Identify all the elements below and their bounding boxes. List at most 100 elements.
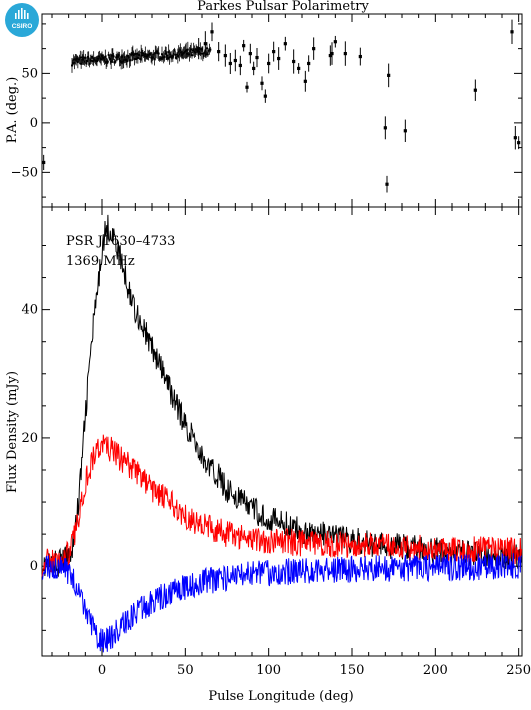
pa-band-point: [84, 56, 87, 59]
pa-band-point: [81, 56, 83, 59]
pa-band-point: [126, 54, 129, 57]
pa-band-point: [118, 58, 121, 61]
pa-band-point: [176, 55, 179, 58]
pa-band-point: [151, 56, 154, 59]
pa-point: [210, 30, 214, 34]
pa-band-point: [171, 55, 174, 58]
pa-band-point: [115, 56, 118, 59]
pa-y-axis: −50 0 50: [11, 23, 522, 198]
pa-point: [272, 50, 276, 54]
pa-band-point: [174, 53, 177, 56]
pa-band-point: [147, 54, 150, 57]
pa-band-point: [138, 53, 141, 56]
pa-band-point: [80, 62, 83, 65]
flux-series-line-1: [41, 434, 522, 577]
csiro-logo-text: CSIRO: [12, 23, 33, 30]
pa-band-point: [81, 58, 84, 61]
pa-point: [330, 51, 334, 56]
flux-ytick-label: 20: [21, 431, 38, 446]
pa-band-point: [112, 55, 115, 58]
pa-band-point: [172, 52, 175, 55]
pa-band-point: [153, 57, 156, 60]
pa-band-point: [169, 53, 172, 56]
pa-band-point: [96, 57, 99, 60]
pa-band-point: [129, 59, 132, 62]
flux-xtick-label: 50: [177, 663, 194, 678]
pa-band-point: [200, 52, 203, 55]
pa-band-point: [202, 55, 205, 58]
pa-band-point: [207, 49, 210, 52]
pa-band-point: [176, 53, 178, 56]
pa-ytick-label: −50: [11, 165, 38, 180]
pa-x-axis-ticks: [51, 14, 520, 207]
pa-band-point: [196, 50, 199, 53]
pa-band-point: [173, 49, 176, 52]
pa-band-point: [126, 60, 128, 63]
pa-band-point: [85, 62, 88, 65]
pa-band-point: [91, 60, 94, 63]
pa-band-point: [177, 50, 180, 53]
pa-band-point: [178, 53, 181, 56]
flux-series-line-2: [41, 552, 522, 653]
flux-panel-frame: [41, 206, 523, 657]
flux-series-line-0: [41, 214, 522, 580]
pa-point: [307, 61, 311, 66]
pa-point: [248, 51, 252, 56]
pa-band-point: [142, 54, 145, 57]
csiro-logo-circle: [5, 3, 39, 37]
pa-band-point: [71, 64, 73, 67]
pa-band-point: [82, 56, 85, 59]
pa-band-point: [76, 61, 79, 64]
flux-xtick-label: 0: [98, 663, 106, 678]
pa-band-point: [75, 58, 78, 61]
pa-band-point: [127, 56, 130, 59]
pa-point: [312, 47, 316, 51]
pa-point: [233, 58, 237, 63]
pa-band-point: [90, 59, 93, 62]
pa-point: [203, 42, 207, 46]
pa-point: [358, 54, 362, 59]
pa-band-point: [201, 48, 203, 51]
pa-band-point: [140, 51, 143, 54]
pa-band-point: [199, 48, 202, 51]
flux-y-axis: 0 20 40: [21, 244, 522, 631]
pa-point: [267, 61, 271, 66]
pa-band-point: [134, 52, 137, 55]
pa-band-point: [179, 49, 182, 52]
pa-band-point: [86, 55, 89, 58]
flux-ytick-label: 40: [21, 303, 38, 318]
pa-point: [238, 63, 242, 68]
pa-point: [385, 182, 389, 186]
pa-band-point: [108, 56, 111, 59]
pa-point: [473, 88, 477, 92]
pa-band-point: [206, 47, 208, 50]
pa-band-point: [149, 52, 152, 55]
pa-band-point: [146, 55, 148, 58]
pa-band-point: [87, 57, 90, 60]
pa-point: [263, 94, 267, 98]
pa-band-point: [175, 56, 178, 59]
pa-band-point: [181, 53, 183, 56]
flux-x-axis-label: Pulse Longitude (deg): [208, 689, 353, 704]
pa-band-point: [104, 55, 107, 58]
pa-band-point: [139, 58, 142, 61]
pa-band-point: [89, 58, 92, 61]
pa-band-point: [189, 50, 192, 53]
pa-band-point: [132, 53, 135, 56]
pa-band-point: [168, 56, 171, 59]
pa-point: [292, 59, 296, 64]
pa-band-point: [91, 55, 93, 58]
pa-point: [223, 53, 227, 58]
pa-band-point: [106, 60, 109, 63]
annotation-psr-name: PSR J1630–4733: [66, 234, 175, 249]
pa-point: [297, 66, 301, 71]
chart-title: Parkes Pulsar Polarimetry: [197, 0, 369, 14]
pa-band-point: [192, 48, 195, 51]
pa-band-point: [121, 60, 124, 63]
pa-band-point: [79, 56, 82, 59]
pa-band-point: [163, 55, 166, 58]
pa-band-point: [96, 60, 98, 63]
pa-band-point: [205, 53, 208, 56]
pa-point: [228, 61, 232, 66]
